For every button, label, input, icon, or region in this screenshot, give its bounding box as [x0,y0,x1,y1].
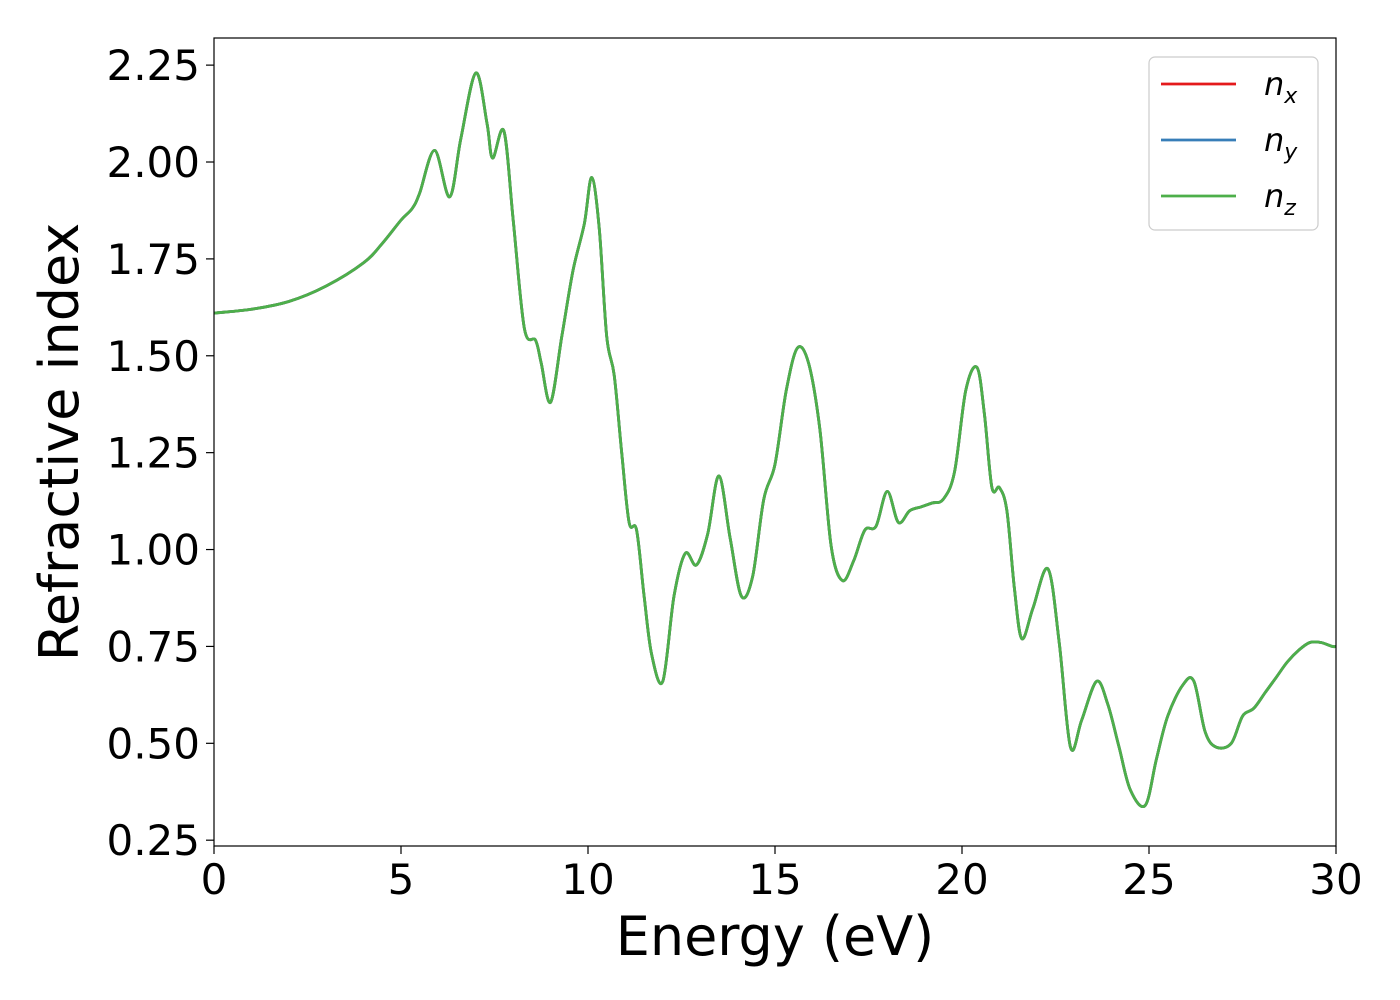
x-tick-label: 20 [935,855,988,904]
x-tick-label: 25 [1122,855,1175,904]
legend-label-symbol: n [1264,177,1284,215]
x-axis-title: Energy (eV) [616,905,935,968]
legend-label-nz: nz [1264,177,1296,221]
plot-lines [214,71,1336,808]
y-axis: 0.25 0.50 0.75 1.00 1.25 1.50 1.75 2.00 2.25 [106,41,214,865]
x-tick-label: 5 [388,855,415,904]
y-tick-label: 0.75 [106,622,200,671]
legend-label-symbol: n [1264,121,1284,159]
x-tick-label: 10 [561,855,614,904]
legend-box [1148,56,1319,231]
legend-label-nx: nx [1264,65,1298,109]
y-tick-label: 0.25 [106,816,200,865]
legend-label-ny: ny [1264,121,1298,165]
legend-label-subscript: x [1283,84,1298,109]
legend-label-subscript: y [1283,140,1298,165]
series-line-nz [214,71,1336,808]
y-tick-label: 2.00 [106,138,200,187]
x-axis: 0 5 10 15 20 25 30 [201,846,1363,904]
y-tick-label: 1.50 [106,332,200,381]
legend-label-subscript: z [1283,196,1296,221]
x-tick-label: 15 [748,855,801,904]
x-tick-label: 0 [201,855,228,904]
y-tick-label: 0.50 [106,719,200,768]
legend-label-symbol: n [1264,65,1284,103]
x-tick-label: 30 [1309,855,1362,904]
y-tick-label: 1.25 [106,429,200,478]
y-tick-label: 1.75 [106,235,200,284]
y-tick-label: 2.25 [106,41,200,90]
y-axis-title: Refractive index [28,223,91,662]
y-tick-label: 1.00 [106,526,200,575]
